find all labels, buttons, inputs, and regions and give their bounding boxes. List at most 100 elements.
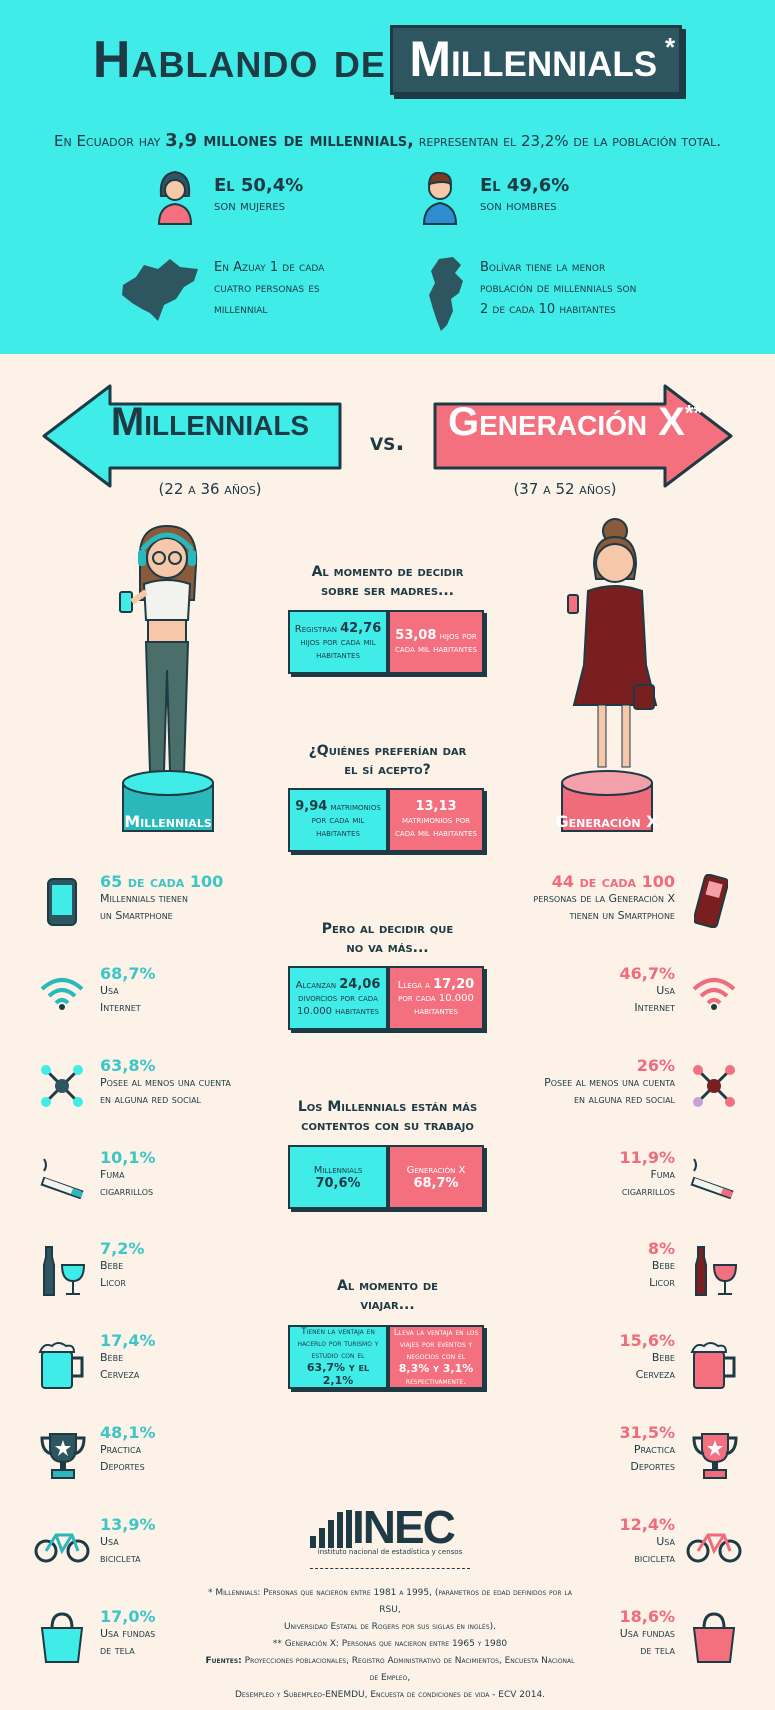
right-stat-pct: 15,6%: [619, 1331, 675, 1350]
wifi-icon: [40, 978, 84, 1010]
footnote-1: * Millennials: Personas que nacieron ent…: [208, 1588, 572, 1615]
intro-count: 3,9 millones de millennials,: [165, 130, 414, 151]
footnote-sources: Fuentes: Proyecciones poblacionales, Reg…: [200, 1653, 580, 1687]
q3-right-pre: Llega a: [397, 980, 430, 991]
left-stat-sports: 48,1% Practica Deportes: [100, 1424, 156, 1475]
title-part2: Millennials: [409, 31, 658, 87]
right-stat-sports: 31,5% Practica Deportes: [480, 1424, 675, 1475]
q1-right-num: 53,08: [395, 627, 437, 643]
q5-left-num: 63,7% y el 2,1%: [306, 1361, 370, 1387]
bicycle-icon: [34, 1533, 90, 1563]
q5-left-pre: Tienen la ventaja en hacerlo por turismo…: [297, 1327, 379, 1361]
left-stat-line2: en alguna red social: [100, 1093, 201, 1106]
q2-right-num: 13,13: [415, 799, 457, 814]
stat-azuay: En Azuay 1 de cada cuatro personas es mi…: [214, 257, 324, 320]
q3-millennials-box: Alcanzan 24,06 divorcios por cada 10.000…: [288, 966, 388, 1030]
footnote-2: Universidad Estatal de Rogers por sus si…: [283, 1622, 497, 1632]
q1-left-pre: Registran: [294, 624, 337, 635]
q1-title-line1: Al momento de decidir: [311, 564, 464, 580]
right-stat-line2: Deportes: [630, 1460, 675, 1473]
right-stat-line2: de tela: [640, 1644, 675, 1657]
q5-genx-box: Lleva la ventaja en los viajes por event…: [388, 1325, 484, 1389]
smartphone-icon: [47, 878, 77, 926]
right-stat-social: 26% Posee al menos una cuenta en alguna re…: [480, 1057, 675, 1108]
q1-left-num: 42,76: [340, 621, 382, 636]
q2-right-post: matrimonios por cada mil habitantes: [395, 815, 477, 839]
bolivar-line3: 2 de cada 10 habitantes: [480, 302, 616, 317]
q2-title-line1: ¿Quiénes preferían dar: [308, 743, 467, 759]
q5-title-line1: Al momento de: [336, 1278, 438, 1294]
bag-icon: [40, 1612, 84, 1663]
left-stat-line2: Cerveza: [100, 1368, 140, 1381]
right-stat-bag: 18,6% Usa fundas de tela: [480, 1608, 675, 1659]
q2-left-post: matrimonios por cada mil habitantes: [311, 802, 381, 839]
bicycle-icon: [686, 1533, 742, 1563]
millennials-age: (22 a 36 años): [158, 480, 262, 498]
left-stat-line1: Fuma: [100, 1168, 125, 1181]
bag-icon: [692, 1612, 736, 1663]
left-stat-line1: Usa: [100, 984, 119, 997]
genx-label-text: Generación X: [447, 400, 685, 444]
stat-bolivar: Bolívar tiene la menor población de mill…: [480, 257, 636, 320]
q2-title-line2: el sí acepto?: [344, 762, 431, 778]
right-stat-liquor: 8% Bebe Licor: [480, 1240, 675, 1291]
left-stat-line2: de tela: [100, 1644, 135, 1657]
q3-genx-box: Llega a 17,20 por cada 10.000 habitantes: [388, 966, 484, 1030]
wifi-icon: [692, 978, 736, 1010]
liquor-icon: [695, 1246, 738, 1296]
right-stat-bicycle: 12,4% Usa bicicleta: [480, 1516, 675, 1567]
cellphone-icon: [694, 874, 728, 928]
millennial-woman-illustration: [119, 524, 198, 773]
q4-millennials-box: Millennials 70,6%: [288, 1145, 388, 1209]
q5-right-post: respectivamente.: [405, 1376, 467, 1387]
left-stat-line2: un Smartphone: [100, 909, 173, 922]
right-stat-pct: 46,7%: [619, 964, 675, 983]
q3-left-num: 24,06: [339, 977, 381, 992]
sources-text: Proyecciones poblacionales, Registro Adm…: [244, 1656, 575, 1683]
q4-title-line2: contentos con su trabajo: [301, 1118, 474, 1134]
sources-label: Fuentes:: [205, 1656, 242, 1666]
title-highlight: Millennials *: [390, 25, 683, 95]
left-stat-smartphone: 65 de cada 100 Millennials tienen un Smart…: [100, 873, 223, 924]
right-stat-beer: 15,6% Bebe Cerveza: [480, 1332, 675, 1383]
right-stat-smartphone: 44 de cada 100 personas de la Generación …: [480, 873, 675, 924]
genx-arrow: [433, 384, 733, 488]
title-part1: Hablando de: [92, 31, 386, 89]
genx-label-mark: **: [684, 400, 703, 426]
right-stat-line2: tienen un Smartphone: [569, 909, 675, 922]
azuay-line2: cuatro personas es: [214, 281, 320, 296]
q4-right-pre: Generación X: [406, 1164, 466, 1176]
stat-men: El 49,6% son hombres: [480, 175, 569, 217]
azuay-map-icon: [122, 259, 198, 321]
q3-left-post: divorcios por cada 10.000 habitantes: [297, 993, 379, 1017]
azuay-line1: En Azuay 1 de cada: [214, 260, 325, 275]
right-stat-line1: Bebe: [651, 1351, 675, 1364]
genx-label: Generación X**: [430, 400, 720, 445]
q1-millennials-box: Registran 42,76 hijos por cada mil habit…: [288, 610, 388, 674]
q1-left-post: hijos por cada mil habitantes: [300, 637, 376, 661]
right-stat-pct: 11,9%: [619, 1148, 675, 1167]
left-stat-line1: Posee al menos una cuenta: [100, 1076, 231, 1089]
network-icon: [693, 1065, 735, 1107]
beer-icon: [690, 1342, 736, 1389]
q1-right-post: hijos por cada mil habitantes: [395, 630, 477, 655]
right-stat-line1: personas de la Generación X: [533, 892, 675, 905]
left-stat-pct: 63,8%: [100, 1056, 156, 1075]
divider: [310, 1568, 470, 1569]
left-stat-smoke: 10,1% Fuma cigarrillos: [100, 1149, 156, 1200]
network-icon: [41, 1065, 83, 1107]
q4-genx-box: Generación X 68,7%: [388, 1145, 484, 1209]
left-stat-line2: cigarrillos: [100, 1185, 154, 1198]
genx-platform-label: Generación X: [555, 812, 659, 831]
right-stat-line2: Licor: [649, 1276, 675, 1289]
right-stat-pct: 12,4%: [619, 1515, 675, 1534]
left-stat-liquor: 7,2% Bebe Licor: [100, 1240, 144, 1291]
q2-title: ¿Quiénes preferían dar el sí acepto?: [280, 742, 495, 780]
inec-logo-text: INEC: [352, 1501, 456, 1553]
left-stat-social: 63,8% Posee al menos una cuenta en alguna …: [100, 1057, 231, 1108]
q3-right-num: 17,20: [433, 977, 475, 992]
left-stat-line1: Bebe: [100, 1259, 124, 1272]
left-stat-pct: 7,2%: [100, 1239, 145, 1258]
bolivar-line1: Bolívar tiene la menor: [480, 260, 606, 275]
woman-icon: [157, 170, 193, 225]
